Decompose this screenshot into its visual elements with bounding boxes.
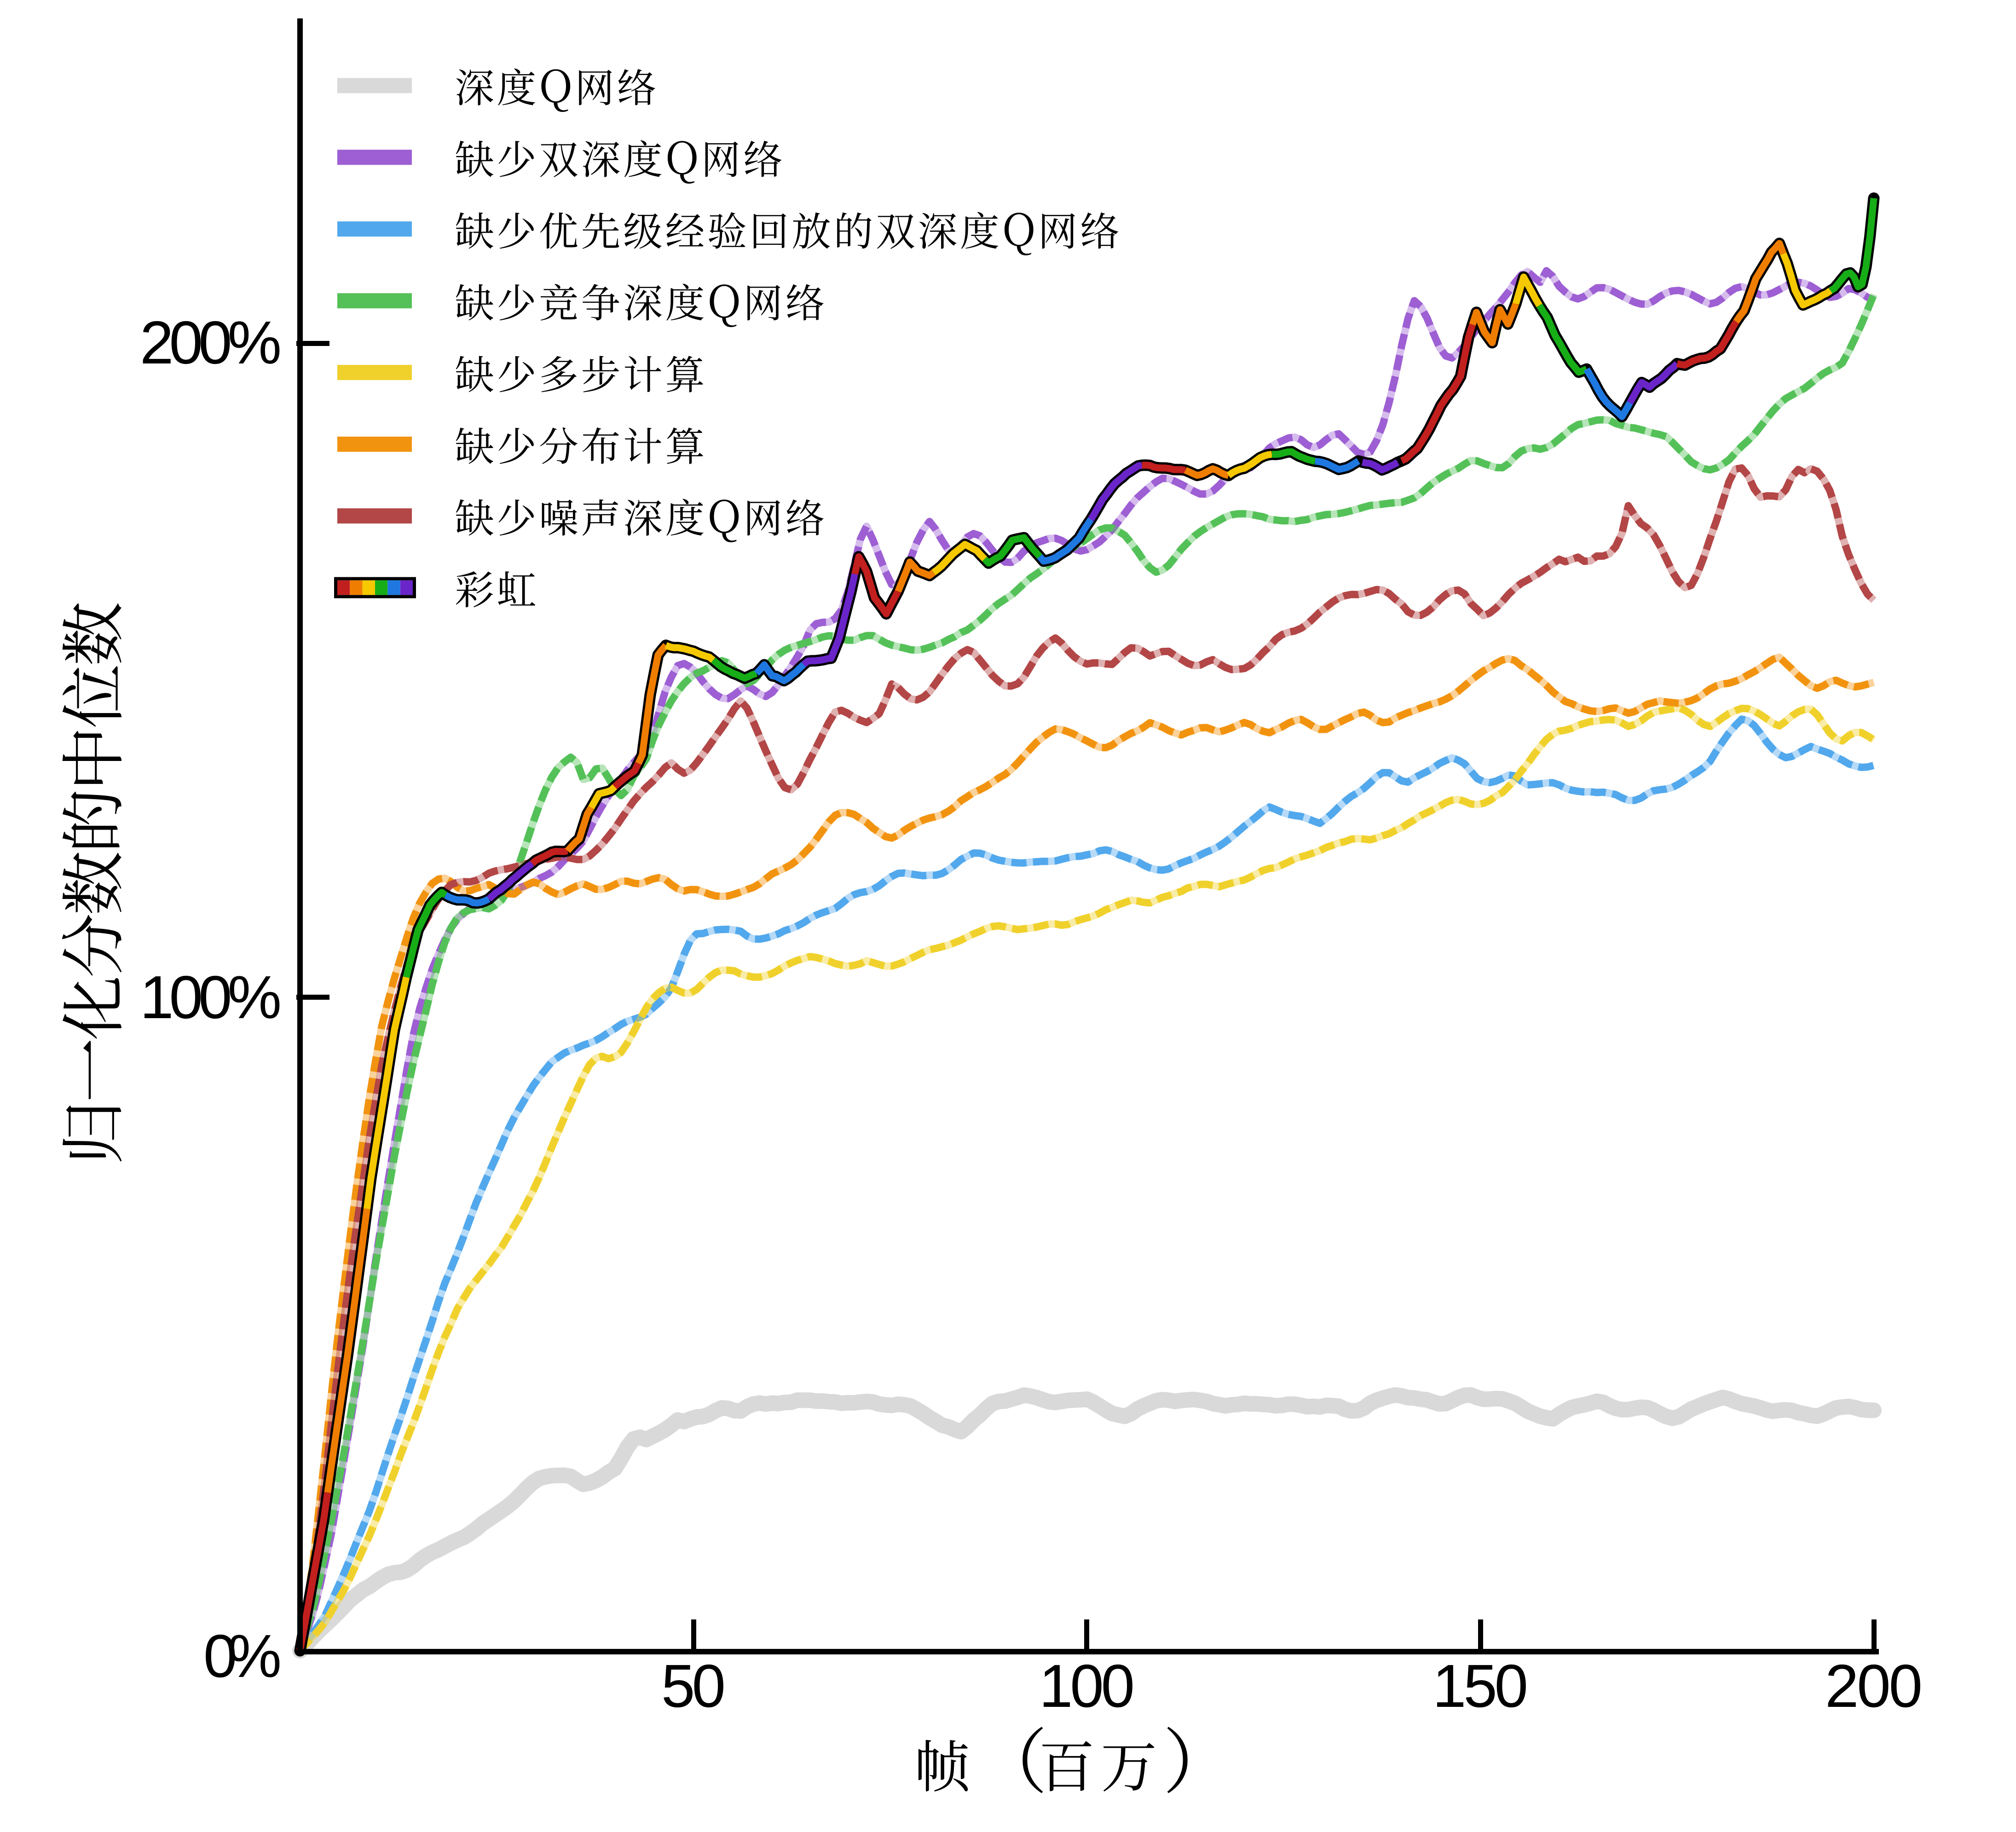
svg-text:200: 200 xyxy=(1825,1652,1923,1720)
svg-text:0%: 0% xyxy=(203,1622,282,1690)
svg-text:200%: 200% xyxy=(140,309,282,376)
svg-text:50: 50 xyxy=(661,1652,726,1720)
svg-text:100%: 100% xyxy=(140,963,282,1031)
svg-text:100: 100 xyxy=(1039,1652,1135,1720)
svg-text:150: 150 xyxy=(1433,1652,1528,1720)
